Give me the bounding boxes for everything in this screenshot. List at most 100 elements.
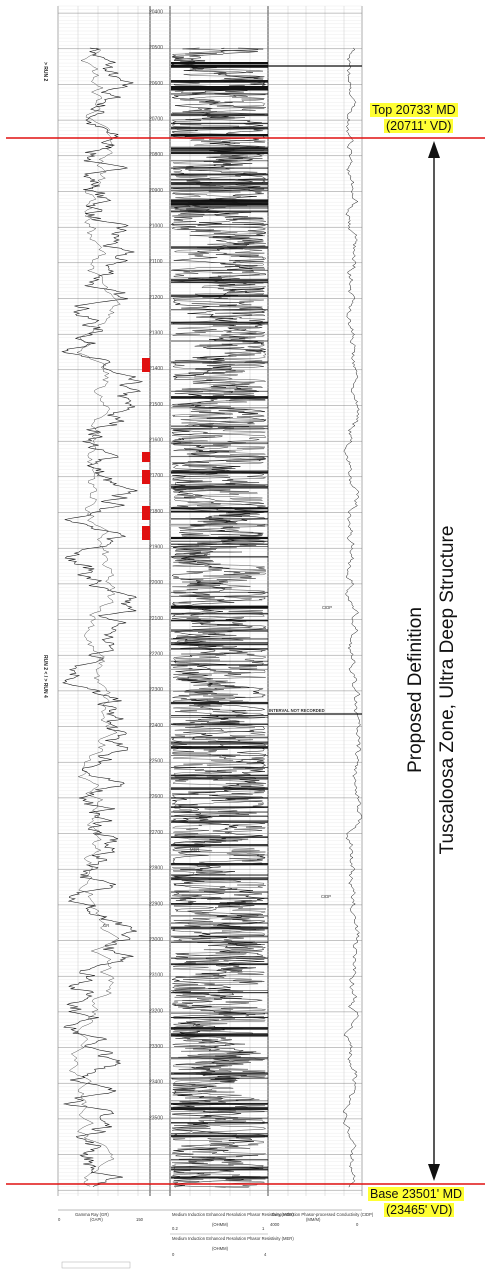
resistivity-band bbox=[171, 146, 268, 149]
resistivity-band bbox=[171, 922, 268, 924]
resistivity-band bbox=[171, 1072, 268, 1075]
resistivity-band bbox=[171, 797, 268, 799]
resistivity-band bbox=[171, 926, 268, 930]
resistivity-band bbox=[171, 715, 268, 717]
resistivity-band bbox=[171, 390, 268, 392]
track2b-name: Medium Induction Enhanced Resolution Pha… bbox=[172, 1236, 294, 1241]
depth-tick-label: 22700 bbox=[149, 830, 163, 836]
resistivity-band bbox=[171, 935, 268, 938]
resistivity-band bbox=[171, 202, 268, 205]
resistivity-band bbox=[171, 863, 268, 866]
resistivity-band bbox=[171, 183, 268, 186]
resistivity-band bbox=[171, 638, 268, 640]
resistivity-band bbox=[171, 941, 268, 943]
resistivity-band bbox=[171, 1102, 268, 1105]
resistivity-band bbox=[171, 269, 268, 271]
cidp-curve-label-1: CIDP bbox=[322, 605, 332, 610]
depth-tick-label: 20800 bbox=[149, 152, 163, 158]
resistivity-band bbox=[171, 701, 268, 705]
resistivity-band bbox=[171, 990, 268, 991]
resistivity-band bbox=[171, 1176, 268, 1179]
resistivity-band bbox=[171, 322, 268, 325]
resistivity-band bbox=[171, 425, 268, 427]
resistivity-band bbox=[171, 507, 268, 510]
track-header: Gamma Ray (GR) (GAPI) 0 150 Medium Induc… bbox=[58, 1209, 374, 1269]
resistivity-band bbox=[171, 806, 268, 808]
resistivity-band bbox=[171, 113, 268, 117]
resistivity-band bbox=[171, 210, 268, 213]
depth-tick-label: 21200 bbox=[149, 295, 163, 301]
resistivity-band bbox=[171, 619, 268, 622]
resistivity-band bbox=[171, 1110, 268, 1112]
depth-tick-label: 21600 bbox=[149, 438, 163, 444]
resistivity-band bbox=[171, 543, 268, 545]
base-marker-vd: (23465' VD) bbox=[384, 1203, 455, 1217]
track2-name: Medium Induction Enhanced Resolution Pha… bbox=[172, 1212, 294, 1217]
resistivity-band bbox=[171, 207, 268, 209]
resistivity-band bbox=[171, 742, 268, 745]
track3-unit: (MM/M) bbox=[306, 1217, 321, 1222]
resistivity-band bbox=[171, 1012, 268, 1014]
zone-title-line1: Proposed Definition bbox=[405, 607, 426, 773]
resistivity-band bbox=[171, 525, 268, 527]
resistivity-band bbox=[171, 643, 268, 646]
resistivity-band bbox=[171, 523, 268, 525]
resistivity-band bbox=[171, 723, 268, 725]
resistivity-band bbox=[171, 134, 268, 137]
resistivity-band bbox=[171, 148, 268, 152]
gr-curve-label: GR bbox=[103, 923, 109, 928]
log-labels: > RUN 2 RUN 2 < / > RUN 4 GR MER CIDP CI… bbox=[42, 62, 332, 928]
resistivity-band bbox=[171, 361, 268, 364]
resistivity-band bbox=[171, 1168, 268, 1171]
zone-arrow-head-down bbox=[428, 1164, 440, 1181]
depth-tick-label: 22500 bbox=[149, 759, 163, 765]
resistivity-band bbox=[171, 787, 268, 790]
resistivity-band bbox=[171, 1100, 268, 1102]
resistivity-band bbox=[171, 484, 268, 486]
depth-tick-label: 21500 bbox=[149, 402, 163, 408]
resistivity-band bbox=[171, 1057, 268, 1060]
resistivity-band bbox=[171, 126, 268, 130]
depth-tick-label: 22400 bbox=[149, 723, 163, 729]
resistivity-band bbox=[171, 1135, 268, 1138]
resistivity-band bbox=[171, 122, 268, 125]
resistivity-band bbox=[171, 642, 268, 644]
resistivity-band bbox=[171, 167, 268, 169]
resistivity-band bbox=[171, 660, 268, 662]
depth-tick-label: 22000 bbox=[149, 580, 163, 586]
resistivity-band bbox=[171, 1034, 268, 1037]
resistivity-band bbox=[171, 957, 268, 959]
base-marker-md: Base 23501' MD bbox=[368, 1187, 465, 1201]
depth-tick-label: 21000 bbox=[149, 224, 163, 230]
depth-tick-label: 23400 bbox=[149, 1080, 163, 1086]
depth-tick-label: 21800 bbox=[149, 509, 163, 515]
track3-min: 4000 bbox=[270, 1222, 280, 1227]
track2b-unit: (OHMM) bbox=[212, 1246, 229, 1251]
depth-tick-label: 22900 bbox=[149, 901, 163, 907]
track2-min: 0.2 bbox=[172, 1226, 178, 1231]
resistivity-band bbox=[171, 1033, 268, 1035]
resistivity-band bbox=[171, 648, 268, 650]
resistivity-band bbox=[171, 874, 268, 876]
resistivity-band bbox=[171, 1106, 268, 1109]
resistivity-band bbox=[171, 736, 268, 739]
resistivity-band bbox=[171, 189, 268, 191]
core-interval-bar bbox=[142, 506, 150, 520]
resistivity-band bbox=[171, 540, 268, 542]
resistivity-band bbox=[171, 897, 268, 899]
track1-unit: (GAPI) bbox=[90, 1217, 103, 1222]
resistivity-band bbox=[171, 427, 268, 430]
track2b-min: 0 bbox=[172, 1252, 175, 1257]
resistivity-band bbox=[171, 595, 268, 597]
resistivity-band bbox=[171, 1159, 268, 1161]
gr-curve bbox=[61, 47, 143, 1188]
zone-title-line2: Tuscaloosa Zone, Ultra Deep Structure bbox=[437, 525, 458, 855]
resistivity-band bbox=[171, 774, 268, 777]
resistivity-band bbox=[171, 741, 268, 743]
resistivity-band bbox=[171, 606, 268, 608]
resistivity-band bbox=[171, 1117, 268, 1119]
resistivity-band bbox=[171, 903, 268, 905]
depth-tick-label: 22100 bbox=[149, 616, 163, 622]
depth-tick-label: 23100 bbox=[149, 973, 163, 979]
resistivity-band bbox=[171, 820, 268, 822]
